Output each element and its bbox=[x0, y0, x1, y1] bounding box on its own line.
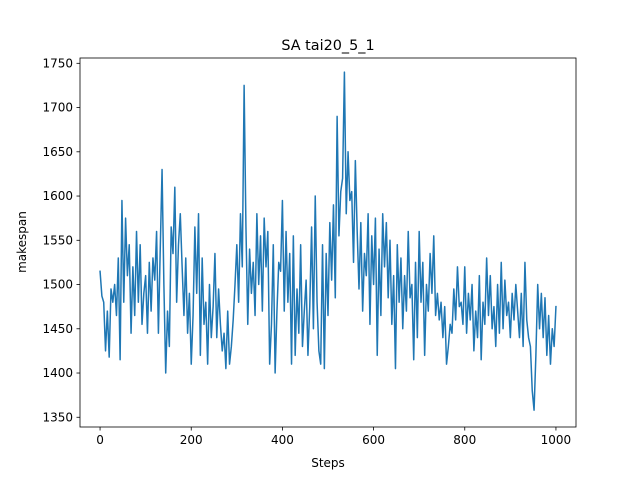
y-axis-ticks: 1350 1400 1450 1500 1550 1600 1650 1700 1750 bbox=[42, 56, 80, 424]
y-tick-label: 1350 bbox=[42, 410, 73, 424]
y-tick-label: 1600 bbox=[42, 189, 73, 203]
plot-frame bbox=[79, 57, 577, 428]
y-tick-label: 1550 bbox=[42, 233, 73, 247]
y-tick-label: 1700 bbox=[42, 101, 73, 115]
x-tick-label: 800 bbox=[453, 433, 476, 447]
series-line-makespan bbox=[99, 71, 557, 411]
y-tick-label: 1500 bbox=[42, 278, 73, 292]
x-tick-label: 0 bbox=[96, 433, 104, 447]
x-tick-label: 200 bbox=[180, 433, 203, 447]
x-tick-label: 400 bbox=[271, 433, 294, 447]
y-tick-label: 1650 bbox=[42, 145, 73, 159]
chart-title: SA tai20_5_1 bbox=[281, 38, 374, 54]
y-tick-label: 1750 bbox=[42, 56, 73, 70]
x-tick-label: 600 bbox=[362, 433, 385, 447]
y-tick-label: 1450 bbox=[42, 322, 73, 336]
x-axis-ticks: 0 200 400 600 800 1000 bbox=[96, 427, 571, 447]
x-tick-label: 1000 bbox=[541, 433, 572, 447]
y-axis-label: makespan bbox=[15, 211, 29, 273]
x-axis-label: Steps bbox=[311, 456, 345, 470]
y-tick-label: 1400 bbox=[42, 366, 73, 380]
plot-area bbox=[80, 58, 576, 427]
